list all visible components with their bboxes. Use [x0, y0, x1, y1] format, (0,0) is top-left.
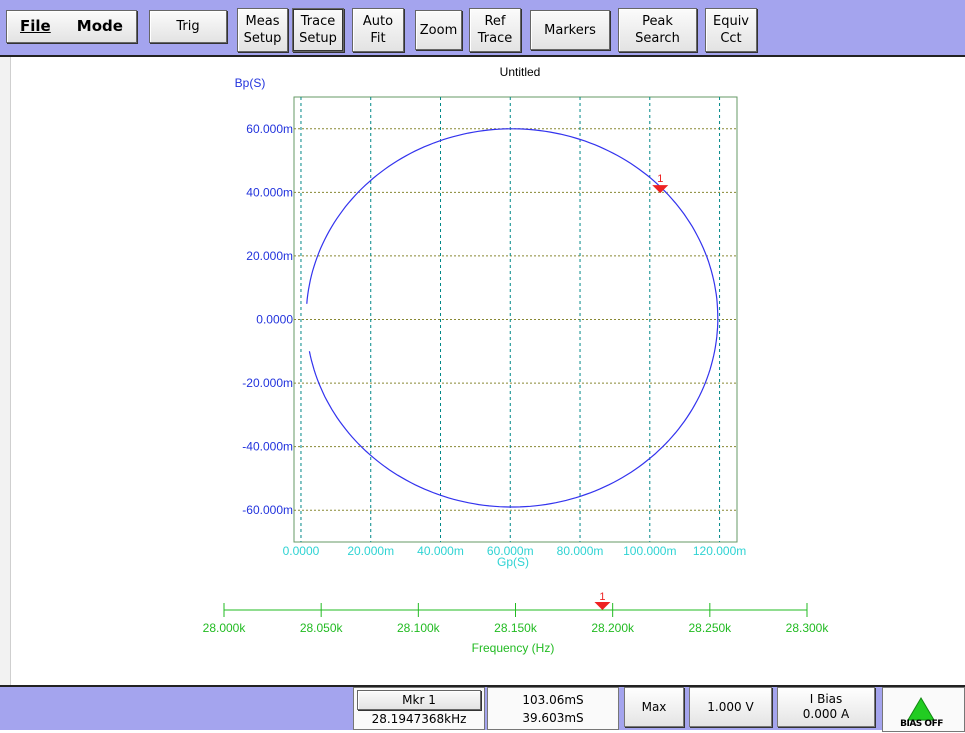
frequency-tick-label: 28.100k [397, 621, 441, 635]
chart-title: Untitled [500, 65, 541, 79]
x-axis-label: Gp(S) [497, 555, 529, 569]
meas-setup-button[interactable]: Meas Setup [237, 8, 288, 52]
y-tick-labels: 60.000m 40.000m 20.000m 0.0000 -20.000m -40.0… [242, 122, 293, 517]
frequency-tick-label: 28.050k [300, 621, 344, 635]
i-bias-label: I Bias [809, 692, 843, 706]
y-tick-label: -40.000m [242, 440, 293, 454]
frequency-axis: 28.000k 28.050k 28.100k 28.150k 28.200k 28.25… [203, 591, 830, 655]
bias-triangle-icon [907, 697, 935, 721]
x-tick-label: 0.0000 [283, 544, 320, 558]
meas-setup-label-1: Meas [245, 14, 280, 29]
i-bias-value: 0.000 A [802, 707, 850, 721]
y-tick-label: 40.000m [246, 185, 293, 199]
frequency-ticks: 28.000k 28.050k 28.100k 28.150k 28.200k 28.25… [203, 603, 830, 635]
frequency-marker-label: 1 [599, 591, 605, 603]
chart-area[interactable]: Untitled Bp(S) 60.000m40.000m20.000m0.00… [0, 0, 965, 685]
x-tick-label: 100.000m [623, 544, 676, 558]
marker-readout: Mkr 1 28.1947368kHz [353, 687, 485, 730]
frequency-tick-label: 28.150k [494, 621, 538, 635]
voltage-button[interactable]: 1.000 V [689, 687, 772, 727]
markers-button[interactable]: Markers [530, 10, 610, 50]
meas-setup-label-2: Setup [243, 31, 282, 46]
frequency-axis-label: Frequency (Hz) [472, 641, 555, 655]
x-tick-label: 60.000m [487, 544, 534, 558]
voltage-value: 1.000 V [707, 700, 754, 714]
x-tick-label: 20.000m [347, 544, 394, 558]
zoom-button-label: Zoom [419, 22, 458, 38]
ref-trace-button[interactable]: Ref Trace [469, 8, 521, 52]
marker-label: 1 [657, 173, 663, 185]
bias-indicator[interactable]: BIAS OFF [882, 687, 965, 732]
frequency-marker-icon[interactable] [594, 602, 611, 610]
frequency-tick-label: 28.250k [688, 621, 732, 635]
markers-button-label: Markers [544, 22, 596, 38]
marker-1[interactable]: 1 [652, 173, 669, 194]
readout-value-1: 103.06mS [522, 693, 584, 707]
max-button[interactable]: Max [624, 687, 684, 727]
mkr-select-button[interactable]: Mkr 1 [357, 690, 481, 710]
trace-curve [306, 128, 719, 508]
frequency-tick-label: 28.200k [591, 621, 635, 635]
peak-search-label-1: Peak [642, 14, 673, 29]
frequency-tick-label: 28.000k [203, 621, 247, 635]
y-tick-label: 60.000m [246, 122, 293, 136]
frequency-tick-label: 28.300k [786, 621, 830, 635]
equiv-cct-label-1: Equiv [712, 14, 749, 29]
y-tick-label: 20.000m [246, 249, 293, 263]
trig-button-label: Trig [176, 19, 200, 34]
peak-search-button[interactable]: Peak Search [618, 8, 697, 52]
y-tick-label: -60.000m [242, 503, 293, 517]
mode-menu[interactable]: Mode [76, 17, 123, 35]
peak-search-label-2: Search [635, 31, 680, 46]
x-tick-labels: 0.0000 20.000m 40.000m 60.000m 80.000m 100.00… [283, 544, 747, 558]
zoom-button[interactable]: Zoom [415, 10, 462, 50]
left-frame [0, 57, 11, 685]
y-axis-label: Bp(S) [235, 76, 266, 90]
trace-setup-label-2: Setup [299, 31, 337, 46]
file-menu[interactable]: File [20, 17, 51, 35]
grid-vertical [300, 97, 721, 542]
ref-trace-label-1: Ref [484, 14, 506, 29]
auto-fit-label-2: Fit [370, 31, 386, 46]
x-tick-label: 40.000m [417, 544, 464, 558]
auto-fit-label-1: Auto [362, 14, 394, 29]
ref-trace-label-2: Trace [477, 31, 513, 46]
trig-button[interactable]: Trig [149, 10, 227, 43]
x-tick-label: 120.000m [693, 544, 746, 558]
i-bias-button[interactable]: I Bias 0.000 A [777, 687, 875, 727]
mkr-frequency: 28.1947368kHz [371, 712, 467, 726]
file-mode-menu[interactable]: File Mode [6, 10, 137, 43]
equiv-cct-label-2: Cct [720, 31, 742, 46]
y-tick-label: -20.000m [242, 376, 293, 390]
grid-horizontal [294, 128, 737, 511]
y-tick-label: 0.0000 [256, 313, 293, 327]
bias-status-text: BIAS OFF [900, 719, 943, 729]
readout-value-2: 39.603mS [522, 711, 584, 725]
trace-setup-label-1: Trace [300, 14, 336, 29]
mkr-label: Mkr 1 [402, 692, 436, 707]
trace-setup-button[interactable]: Trace Setup [292, 8, 344, 52]
marker-triangle-icon [652, 185, 669, 194]
max-label: Max [641, 700, 667, 714]
x-tick-label: 80.000m [557, 544, 604, 558]
auto-fit-button[interactable]: Auto Fit [352, 8, 404, 52]
value-readout: 103.06mS 39.603mS [487, 687, 619, 730]
toolbar: File Mode Trig Meas Setup Trace Setup Au… [0, 0, 965, 57]
status-bar: Mkr 1 28.1947368kHz 103.06mS 39.603mS Ma… [0, 685, 965, 732]
equiv-cct-button[interactable]: Equiv Cct [705, 8, 757, 52]
